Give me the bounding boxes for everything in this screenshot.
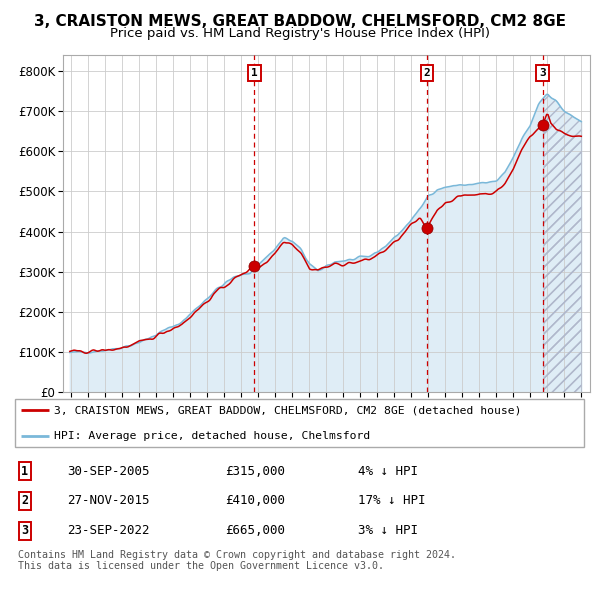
Text: 1: 1 [21, 464, 28, 477]
Text: 2: 2 [424, 68, 430, 78]
Text: £410,000: £410,000 [225, 494, 285, 507]
Text: Price paid vs. HM Land Registry's House Price Index (HPI): Price paid vs. HM Land Registry's House … [110, 27, 490, 40]
Text: 23-SEP-2022: 23-SEP-2022 [67, 525, 149, 537]
Text: £665,000: £665,000 [225, 525, 285, 537]
Text: 27-NOV-2015: 27-NOV-2015 [67, 494, 149, 507]
Text: HPI: Average price, detached house, Chelmsford: HPI: Average price, detached house, Chel… [54, 431, 370, 441]
Text: 2: 2 [21, 494, 28, 507]
Text: 3, CRAISTON MEWS, GREAT BADDOW, CHELMSFORD, CM2 8GE: 3, CRAISTON MEWS, GREAT BADDOW, CHELMSFO… [34, 14, 566, 28]
Text: 4% ↓ HPI: 4% ↓ HPI [358, 464, 418, 477]
Text: 3: 3 [539, 68, 546, 78]
Text: Contains HM Land Registry data © Crown copyright and database right 2024.
This d: Contains HM Land Registry data © Crown c… [18, 550, 456, 572]
Text: 3, CRAISTON MEWS, GREAT BADDOW, CHELMSFORD, CM2 8GE (detached house): 3, CRAISTON MEWS, GREAT BADDOW, CHELMSFO… [54, 405, 521, 415]
FancyBboxPatch shape [15, 399, 584, 447]
Text: 30-SEP-2005: 30-SEP-2005 [67, 464, 149, 477]
Text: 17% ↓ HPI: 17% ↓ HPI [358, 494, 425, 507]
Text: 3% ↓ HPI: 3% ↓ HPI [358, 525, 418, 537]
Text: £315,000: £315,000 [225, 464, 285, 477]
Text: 3: 3 [21, 525, 28, 537]
Text: 1: 1 [251, 68, 257, 78]
